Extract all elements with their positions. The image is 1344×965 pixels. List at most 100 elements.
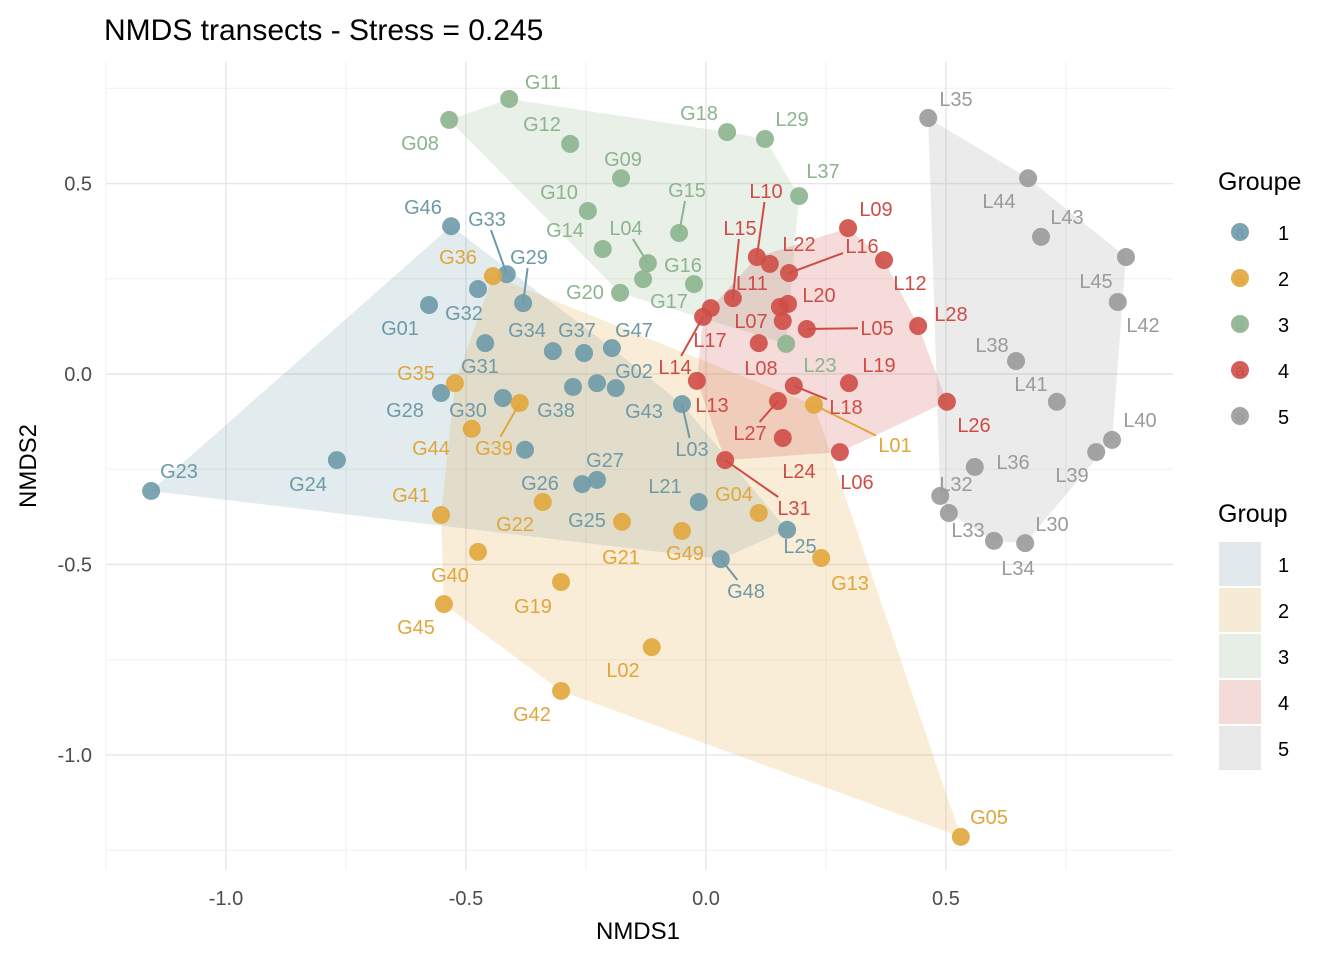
point-label-L16: L16 [845, 236, 878, 258]
point-label-G24: G24 [289, 474, 327, 496]
data-point-G37 [575, 344, 594, 363]
data-point-L13 [687, 371, 706, 390]
data-point-G19 [552, 573, 571, 591]
data-point-G10 [578, 201, 597, 220]
legend-point-key-3 [1231, 315, 1249, 333]
x-tick-label: -1.0 [209, 888, 243, 910]
data-point-L34 [984, 531, 1003, 550]
point-label-L37: L37 [806, 161, 839, 183]
data-point-G21 [612, 512, 631, 531]
point-label-L39: L39 [1055, 465, 1088, 487]
legend-point-key-5 [1231, 407, 1249, 425]
point-label-G49: G49 [666, 543, 704, 565]
data-point-G11 [500, 89, 519, 108]
point-label-L06: L06 [840, 472, 873, 494]
point-label-L13: L13 [695, 395, 728, 417]
data-point-G29 [514, 294, 533, 313]
point-label-G43: G43 [625, 401, 663, 423]
point-label-L09: L09 [859, 199, 892, 221]
data-point-L42 [1108, 293, 1127, 311]
legend-label-groupe-1: 1 [1278, 223, 1289, 245]
data-point-L21 [689, 493, 708, 511]
point-label-L17: L17 [693, 330, 726, 352]
group-hulls [151, 98, 1126, 837]
point-label-L22: L22 [782, 234, 815, 256]
point-label-L27: L27 [733, 423, 766, 445]
point-label-L35: L35 [939, 89, 972, 111]
label-segment [788, 252, 844, 274]
point-label-G33: G33 [468, 209, 506, 231]
legend-fill-swatch-1 [1219, 542, 1261, 586]
legend-title-group: Group [1218, 500, 1287, 528]
point-label-L18: L18 [829, 397, 862, 419]
point-label-G26: G26 [521, 473, 559, 495]
data-point-G13 [812, 549, 831, 567]
point-label-L31: L31 [777, 498, 810, 520]
data-point-G42 [552, 681, 571, 700]
data-point-G48 [711, 550, 730, 569]
data-point-G24 [327, 451, 346, 470]
point-label-L21: L21 [648, 476, 681, 498]
hull-group-4 [696, 228, 947, 461]
point-label-L14: L14 [658, 357, 691, 379]
x-tick-label: 0.5 [932, 888, 960, 910]
label-segment [731, 238, 740, 299]
legend-fill-swatch-2 [1219, 588, 1261, 632]
data-point-L16 [780, 264, 799, 283]
data-point-G31 [476, 334, 495, 353]
point-label-L33: L33 [951, 520, 984, 542]
legend-point-key-4 [1231, 361, 1249, 379]
hull-group-1 [151, 226, 788, 560]
data-point-G28 [432, 384, 451, 403]
legend-label-groupe-2: 2 [1278, 269, 1289, 291]
data-point-L36 [965, 457, 984, 476]
point-label-G36: G36 [439, 247, 477, 269]
data-point-L35 [919, 109, 938, 127]
point-label-G12: G12 [523, 114, 561, 136]
data-point-G04 [749, 504, 768, 523]
data-point-G32 [468, 280, 487, 299]
point-label-G34: G34 [508, 320, 546, 342]
y-axis-ticks: 0.5 0.0 -0.5 -1.0 [58, 174, 92, 767]
point-label-L41: L41 [1014, 374, 1047, 396]
hull-group-3 [449, 98, 800, 344]
point-label-L12: L12 [893, 273, 926, 295]
data-point-L38 [1007, 352, 1026, 371]
x-axis-label: NMDS1 [596, 918, 680, 945]
data-point-G20 [611, 283, 630, 302]
data-point-L41 [1047, 392, 1066, 411]
point-label-G37: G37 [558, 320, 596, 342]
data-point-L31 [716, 451, 735, 470]
point-label-G35: G35 [397, 363, 435, 385]
point-label-G38: G38 [537, 400, 575, 422]
data-point-L03 [672, 395, 691, 414]
point-label-L20: L20 [802, 285, 835, 307]
point-label-L01: L01 [878, 435, 911, 457]
data-point-G08 [440, 110, 459, 129]
data-point-L11 [770, 297, 789, 316]
point-label-L25: L25 [783, 536, 816, 558]
data-point-G25 [516, 440, 535, 459]
point-label-G27: G27 [586, 450, 624, 472]
data-point-G47 [602, 339, 621, 358]
point-label-G08: G08 [401, 133, 439, 155]
legend-group: Group 1 2 3 4 5 [1218, 500, 1289, 770]
point-label-G22: G22 [496, 514, 534, 536]
data-point-G23 [142, 481, 161, 500]
legend-key-glyph: a [1235, 269, 1245, 288]
data-point-L32 [931, 486, 950, 505]
y-tick-label: -1.0 [58, 745, 92, 767]
data-point-L33 [939, 504, 958, 523]
data-point-G12 [561, 134, 580, 153]
data-point-G26 [573, 475, 592, 494]
data-point-G45 [434, 595, 453, 614]
point-label-L05: L05 [860, 318, 893, 340]
data-point-G09 [612, 169, 631, 188]
data-point-L28 [909, 317, 928, 335]
data-point-G01 [420, 296, 439, 315]
legend-key-glyph: a [1235, 223, 1245, 242]
data-point-G33 [497, 265, 516, 284]
data-point-G40 [468, 542, 487, 561]
x-axis-ticks: -1.0 -0.5 0.0 0.5 [209, 888, 960, 910]
data-point-G16 [684, 275, 703, 294]
